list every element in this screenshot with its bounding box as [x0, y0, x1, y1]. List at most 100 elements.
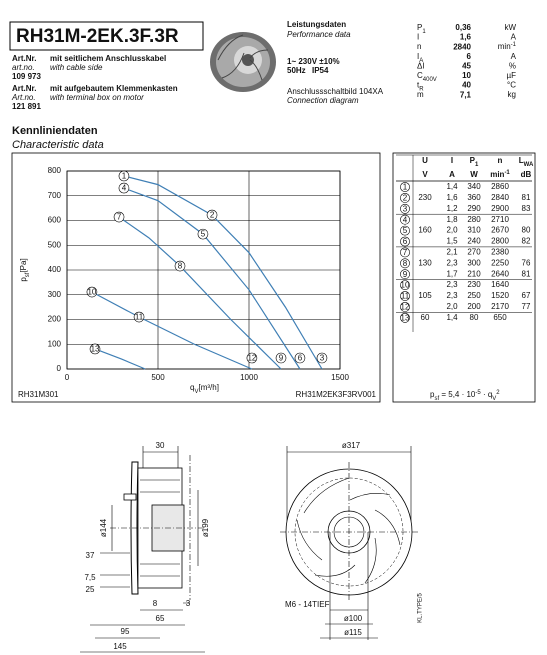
text-part: I [417, 33, 419, 42]
text-part: P [470, 156, 476, 165]
table-cell: 67 [522, 291, 531, 300]
dimension: ø100 [344, 614, 363, 623]
table-cell: 1,6 [446, 193, 458, 202]
spec-symbol: tR [417, 81, 424, 92]
text-part: -1 [511, 42, 517, 48]
point-label: 4 [122, 184, 127, 193]
table-cell: 2,3 [446, 280, 458, 289]
row-number-circle [400, 225, 410, 236]
row-number-circle [400, 182, 410, 192]
point-marker [174, 260, 186, 272]
text-part: V [422, 170, 428, 179]
row-number: 3 [403, 204, 408, 213]
table-cell: 80 [470, 313, 479, 322]
point-marker [113, 211, 125, 223]
point-marker [294, 352, 306, 364]
text-part: min [490, 170, 504, 179]
table-cell: 2170 [491, 302, 509, 311]
table-unit: min-1 [490, 170, 510, 180]
frequency: 50Hz [287, 66, 306, 75]
spec-unit: A [511, 52, 517, 61]
curve [91, 291, 253, 370]
text-part: min [498, 42, 511, 51]
text-part: C [417, 71, 423, 80]
text-part: I [451, 156, 453, 165]
table-cell: 1,8 [446, 215, 458, 224]
point-marker [275, 352, 287, 364]
text-part: °C [507, 81, 516, 90]
article-label: art.no. [12, 63, 35, 72]
text-part: V [492, 396, 496, 402]
y-tick-label: 200 [48, 315, 62, 324]
row-number: 10 [401, 281, 410, 290]
performance-title: Leistungsdaten [287, 20, 346, 29]
row-number-circle [400, 214, 410, 225]
table-cell: 2670 [491, 226, 509, 235]
spec-symbol: m [417, 90, 424, 99]
dimension: 95 [121, 627, 130, 636]
table-cell: 80 [522, 226, 531, 235]
text-part: -1 [504, 170, 510, 176]
point-label: 8 [178, 262, 183, 271]
text-part: dB [521, 170, 532, 179]
dimension: M6 - 14TIEF [285, 600, 330, 609]
x-tick-label: 1500 [331, 373, 349, 382]
spec-unit: °C [507, 81, 516, 90]
spec-symbol: ΔI [417, 62, 425, 71]
table-cell: 1,2 [446, 204, 458, 213]
chart-frame [11, 152, 381, 403]
spec-list: P1 0,36 kWI 1,6 An 2840 min-1IA 6 AΔI 45 %C400V 10 µ… [417, 23, 517, 99]
y-tick-label: 100 [48, 339, 62, 348]
dimension: ø317 [342, 441, 361, 450]
text-part: m [417, 90, 424, 99]
dimension: 145 [113, 642, 127, 651]
spec-symbol: n [417, 42, 421, 51]
point-marker [86, 286, 98, 298]
table-cell: 650 [493, 313, 507, 322]
type-label: KL.TYPE/5 [418, 593, 424, 623]
dimension: 30 [156, 441, 165, 450]
row-number-circle [400, 258, 410, 269]
table-cell: 82 [522, 237, 531, 246]
spec-value: 1,6 [460, 33, 472, 42]
table-header: I [451, 156, 453, 165]
text-part: n [417, 42, 421, 51]
point-marker [118, 170, 130, 182]
text-part: 400V [423, 77, 437, 83]
y-tick-label: 700 [48, 191, 62, 200]
point-label: 11 [135, 313, 144, 322]
table-header: P1 [470, 156, 479, 167]
row-number: 8 [403, 259, 408, 268]
text-part: µF [507, 71, 517, 80]
text-part: 1 [422, 29, 426, 35]
text-part: = 5,4 · 10 [439, 390, 476, 399]
table-cell: 60 [421, 313, 430, 322]
point-label: 13 [91, 345, 100, 354]
text-part: A [419, 57, 423, 63]
spec-unit: kW [504, 23, 516, 32]
table-cell: 1,4 [446, 313, 458, 322]
y-axis-label: psf[Pa] [19, 258, 30, 281]
table-cell: 160 [418, 226, 432, 235]
table-header: U [422, 156, 428, 165]
text-part: t [417, 81, 420, 90]
text-part: -5 [475, 390, 481, 396]
table-cell: 1,5 [446, 237, 458, 246]
table-cell: 1520 [491, 291, 509, 300]
diagram-en: Connection diagram [287, 96, 359, 105]
spec-value: 2840 [453, 42, 471, 51]
spec-unit: A [511, 33, 517, 42]
x-tick-label: 1000 [240, 373, 258, 382]
table-unit: dB [521, 170, 532, 179]
spec-value: 45 [462, 62, 471, 71]
table-cell: 83 [522, 204, 531, 213]
text-part: R [419, 86, 424, 92]
article-text: with cable side [50, 63, 103, 72]
spec-unit: % [509, 62, 516, 71]
point-marker [89, 343, 101, 355]
row-number-circle [400, 291, 410, 301]
table-cell: 290 [467, 204, 481, 213]
spec-value: 7,1 [460, 90, 472, 99]
dimension: ø115 [344, 628, 362, 637]
table-frame [392, 152, 536, 403]
